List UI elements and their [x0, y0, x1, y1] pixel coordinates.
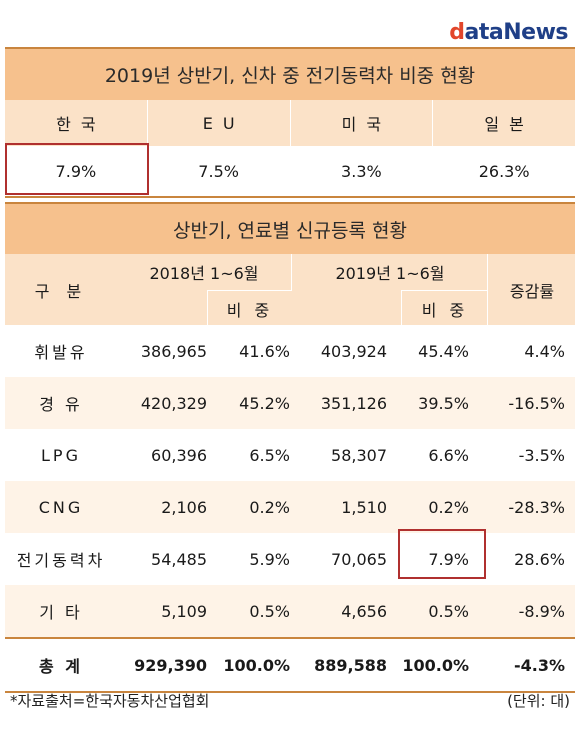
- source-footnote: *자료출처=한국자동차산업협회: [10, 692, 210, 710]
- country-value: 3.3%: [289, 146, 433, 196]
- cell-2019-share: 6.6%: [428, 445, 469, 465]
- header-share-2019: 비 중: [401, 290, 488, 326]
- cell-2018-count: 2,106: [161, 497, 207, 517]
- country-header: EU: [146, 100, 290, 146]
- highlight-box-ev-share: [398, 529, 486, 579]
- country-header: 한국: [56, 115, 106, 134]
- cell-2019-share: 7.9%: [428, 549, 469, 569]
- cell-2018-share: 41.6%: [239, 341, 290, 361]
- fuel-registration-panel: 상반기, 연료별 신규등록 현황 구 분 2018년 1~6월 비 중 2019…: [5, 202, 575, 693]
- cell-2019-count: 889,588: [314, 655, 387, 675]
- cell-change: -8.9%: [518, 601, 565, 621]
- country-header-row: 한국 EU 미국 일본: [5, 100, 575, 146]
- cell-2018-count: 929,390: [134, 655, 207, 675]
- cell-2019-count: 403,924: [320, 341, 387, 361]
- logo-d: d: [449, 20, 465, 45]
- table-row: CNG 2,106 0.2% 1,510 0.2% -28.3%: [5, 481, 575, 533]
- cell-2019-share: 39.5%: [418, 393, 469, 413]
- ev-share-title: 2019년 상반기, 신차 중 전기동력차 비중 현황: [5, 49, 575, 100]
- cell-2019-count: 1,510: [341, 497, 387, 517]
- cell-fuel: 휘발유: [34, 343, 88, 362]
- highlight-box-korea: [5, 143, 149, 195]
- country-header: 일본: [432, 100, 575, 146]
- cell-change: -28.3%: [508, 497, 565, 517]
- header-2018: 2018년 1~6월: [149, 264, 259, 283]
- cell-2018-share: 100.0%: [223, 655, 290, 675]
- cell-change: -3.5%: [518, 445, 565, 465]
- cell-2019-share: 100.0%: [402, 655, 469, 675]
- cell-2018-share: 45.2%: [239, 393, 290, 413]
- total-row: 총 계 929,390 100.0% 889,588 100.0% -4.3%: [5, 637, 575, 691]
- table-body: 휘발유 386,965 41.6% 403,924 45.4% 4.4% 경 유…: [5, 325, 575, 691]
- table-row: LPG 60,396 6.5% 58,307 6.6% -3.5%: [5, 429, 575, 481]
- cell-2019-share: 0.5%: [428, 601, 469, 621]
- table-row: 전기동력차 54,485 5.9% 70,065 7.9% 28.6%: [5, 533, 575, 585]
- country-value: 7.5%: [146, 146, 290, 196]
- cell-fuel: 기 타: [39, 603, 83, 622]
- cell-change: 4.4%: [524, 341, 565, 361]
- header-category: 구 분: [34, 281, 88, 301]
- cell-2018-count: 5,109: [161, 601, 207, 621]
- cell-2019-count: 351,126: [320, 393, 387, 413]
- header-2019: 2019년 1~6월: [291, 254, 488, 290]
- cell-fuel: 총 계: [38, 657, 83, 676]
- cell-2019-count: 58,307: [331, 445, 387, 465]
- cell-2019-count: 4,656: [341, 601, 387, 621]
- table-row: 경 유 420,329 45.2% 351,126 39.5% -16.5%: [5, 377, 575, 429]
- country-value-row: 7.9% 7.5% 3.3% 26.3%: [5, 146, 575, 196]
- cell-fuel: CNG: [38, 497, 84, 517]
- table-row: 휘발유 386,965 41.6% 403,924 45.4% 4.4%: [5, 325, 575, 377]
- datanews-logo: dataNews: [449, 20, 568, 45]
- cell-2018-share: 0.2%: [249, 497, 290, 517]
- unit-label: (단위: 대): [507, 692, 570, 710]
- cell-2018-count: 54,485: [151, 549, 207, 569]
- fuel-registration-title: 상반기, 연료별 신규등록 현황: [5, 204, 575, 254]
- country-value: 26.3%: [432, 146, 575, 196]
- country-header: 미국: [289, 100, 433, 146]
- header-change: 증감률: [487, 254, 576, 325]
- cell-fuel: 경 유: [39, 395, 83, 414]
- table-row: 기 타 5,109 0.5% 4,656 0.5% -8.9%: [5, 585, 575, 637]
- cell-2019-count: 70,065: [331, 549, 387, 569]
- cell-fuel: LPG: [41, 445, 81, 465]
- cell-change: -16.5%: [508, 393, 565, 413]
- cell-fuel: 전기동력차: [16, 551, 106, 570]
- cell-change: -4.3%: [513, 655, 565, 675]
- header-share-2018: 비 중: [207, 290, 292, 326]
- cell-2018-count: 420,329: [140, 393, 207, 413]
- cell-2019-share: 45.4%: [418, 341, 469, 361]
- logo-text: ataNews: [464, 20, 569, 45]
- cell-2018-share: 6.5%: [249, 445, 290, 465]
- cell-change: 28.6%: [514, 549, 565, 569]
- ev-share-panel: 2019년 상반기, 신차 중 전기동력차 비중 현황 한국 EU 미국 일본 …: [5, 47, 575, 198]
- table-header: 구 분 2018년 1~6월 비 중 2019년 1~6월 비 중 증감률: [5, 254, 576, 326]
- cell-2018-count: 60,396: [151, 445, 207, 465]
- country-value: 7.9%: [55, 161, 97, 181]
- cell-2018-share: 0.5%: [249, 601, 290, 621]
- cell-2018-share: 5.9%: [249, 549, 290, 569]
- cell-2019-share: 0.2%: [428, 497, 469, 517]
- cell-2018-count: 386,965: [140, 341, 207, 361]
